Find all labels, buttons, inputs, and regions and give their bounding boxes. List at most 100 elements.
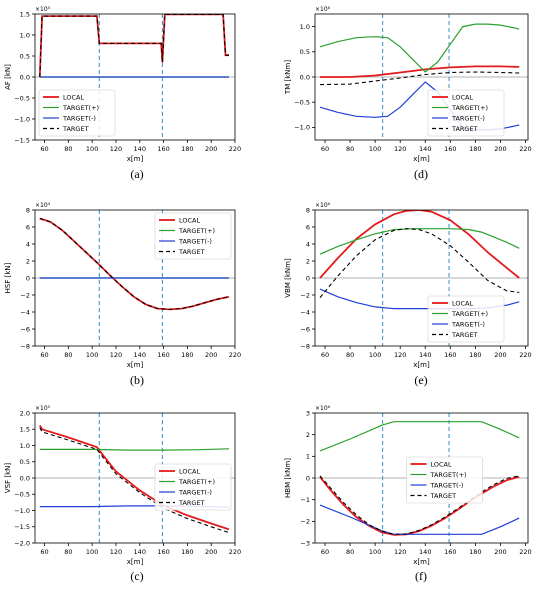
- x-tick-label: 180: [469, 548, 481, 556]
- x-tick-label: 160: [157, 548, 169, 556]
- chart-panel-1: 60 80 100 120 140 160 180 200 220 −1.5 −1.0 −0.5 0.0…: [4, 6, 241, 181]
- chart-panel-4: 60 80 100 120 140 160 180 200 220 −8 −6 −4 −2 0 2 4 6 8 ×1…: [284, 202, 532, 387]
- x-tick-label: 140: [419, 351, 431, 359]
- y-tick-label: 0.0: [20, 73, 30, 81]
- legend-entry: TARGET(+): [62, 104, 99, 112]
- x-tick-label: 180: [469, 145, 481, 153]
- series-line-local: [320, 65, 520, 78]
- y-tick-label: −2: [20, 291, 30, 299]
- series-line-target: [319, 71, 520, 86]
- y-multiplier: ×10⁴: [35, 202, 51, 209]
- panel-label: (e): [414, 373, 427, 387]
- x-tick-label: 60: [321, 351, 329, 359]
- series-line-targetplus: [319, 228, 520, 255]
- x-tick-label: 120: [394, 548, 406, 556]
- x-tick-label: 200: [494, 548, 506, 556]
- chart-panel-3: 60 80 100 120 140 160 180 200 220 −8 −6 −4 −2 0 2 4 6 8 ×1…: [4, 202, 241, 387]
- y-tick-label: −0.5: [14, 94, 30, 102]
- y-multiplier: ×10⁵: [35, 405, 51, 412]
- x-tick-label: 100: [369, 351, 381, 359]
- y-axis-label: AF [kN]: [4, 64, 12, 90]
- x-tick-label: 220: [519, 351, 531, 359]
- x-tick-label: 160: [444, 548, 456, 556]
- x-tick-label: 200: [205, 351, 217, 359]
- y-axis-label: HSF [kN]: [4, 262, 12, 293]
- legend: LOCAL TARGET(+) TARGET(-) TARGET: [154, 463, 232, 511]
- y-axis-label: HBM [kNm]: [284, 458, 292, 498]
- y-tick-label: 3: [306, 409, 310, 417]
- y-multiplier: ×10⁶: [315, 202, 331, 209]
- legend-entry: TARGET(-): [178, 237, 212, 245]
- x-tick-label: 140: [419, 548, 431, 556]
- x-tick-label: 180: [181, 351, 193, 359]
- y-tick-label: −2: [300, 291, 310, 299]
- x-tick-label: 60: [40, 351, 48, 359]
- y-axis-label: VSF [kN]: [4, 463, 12, 494]
- y-tick-label: −1.0: [294, 124, 310, 132]
- panel-label: (a): [130, 167, 143, 181]
- x-tick-label: 160: [157, 145, 169, 153]
- x-tick-label: 80: [346, 351, 354, 359]
- y-tick-label: 0: [306, 474, 310, 482]
- y-tick-label: 2: [26, 257, 30, 265]
- legend-entry: TARGET(-): [430, 481, 464, 489]
- x-tick-label: 120: [394, 145, 406, 153]
- series-line-target: [319, 475, 520, 535]
- y-tick-label: 1.5: [20, 10, 30, 18]
- series-line-targetplus: [39, 448, 230, 451]
- y-multiplier: ×10⁵: [35, 6, 51, 13]
- x-tick-label: 120: [110, 145, 122, 153]
- y-tick-label: 2: [306, 257, 310, 265]
- chart-panel-2: 60 80 100 120 140 160 180 200 220 −1.0 −0.5 0.0 0.5 1…: [284, 6, 532, 181]
- legend-entry: LOCAL: [452, 299, 473, 307]
- x-axis-label: x[m]: [127, 361, 144, 369]
- legend-entry: TARGET(-): [62, 114, 96, 122]
- series-line-targetminus: [319, 504, 520, 535]
- legend-entry: TARGET(+): [451, 104, 488, 112]
- x-tick-label: 100: [369, 548, 381, 556]
- legend-entry: TARGET(-): [451, 114, 485, 122]
- x-tick-label: 120: [110, 351, 122, 359]
- x-axis-label: x[m]: [127, 558, 144, 566]
- x-tick-label: 140: [134, 548, 146, 556]
- x-tick-label: 160: [444, 145, 456, 153]
- panel-label: (c): [130, 569, 143, 583]
- y-tick-label: −4: [300, 308, 310, 316]
- y-tick-label: −1: [300, 496, 310, 504]
- x-tick-label: 80: [64, 351, 72, 359]
- y-tick-label: −4: [20, 308, 30, 316]
- y-tick-label: 6: [306, 223, 310, 231]
- x-tick-label: 200: [494, 145, 506, 153]
- y-tick-label: 4: [306, 240, 310, 248]
- y-tick-label: 1: [306, 453, 310, 461]
- x-tick-label: 100: [86, 351, 98, 359]
- y-tick-label: −1.0: [14, 507, 30, 515]
- y-tick-label: −8: [300, 342, 310, 350]
- panel-label: (b): [130, 373, 144, 387]
- legend-entry: LOCAL: [431, 460, 452, 468]
- x-tick-label: 60: [40, 548, 48, 556]
- y-tick-label: 0.5: [20, 458, 30, 466]
- legend-entry: TARGET: [178, 248, 205, 256]
- x-tick-label: 180: [181, 548, 193, 556]
- y-tick-label: −8: [20, 342, 30, 350]
- series-line-targetplus: [319, 421, 520, 452]
- x-axis-label: x[m]: [127, 155, 144, 163]
- y-axis-label: TM [kNm]: [284, 60, 292, 95]
- y-tick-label: 8: [26, 206, 30, 214]
- series-line-local: [319, 210, 520, 279]
- x-tick-label: 140: [419, 145, 431, 153]
- y-tick-label: −1.5: [14, 523, 30, 531]
- x-axis-label: x[m]: [413, 558, 430, 566]
- legend: LOCAL TARGET(+) TARGET(-) TARGET: [427, 89, 505, 137]
- y-tick-label: 0.0: [20, 474, 30, 482]
- x-tick-label: 140: [134, 351, 146, 359]
- y-tick-label: 6: [26, 223, 30, 231]
- y-tick-label: −1.0: [14, 115, 30, 123]
- series-line-target: [39, 427, 230, 534]
- y-tick-label: −3: [300, 539, 310, 547]
- legend-entry: TARGET: [178, 499, 205, 507]
- x-tick-label: 80: [346, 548, 354, 556]
- y-tick-label: 1.5: [20, 426, 30, 434]
- x-tick-label: 220: [519, 548, 531, 556]
